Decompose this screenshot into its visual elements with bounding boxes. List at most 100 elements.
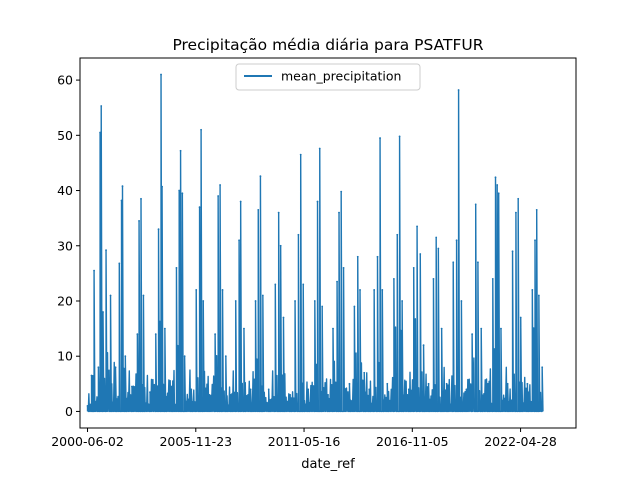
data-point xyxy=(307,388,310,391)
data-point xyxy=(131,385,133,388)
data-point xyxy=(422,344,425,347)
data-point xyxy=(183,355,186,358)
data-point xyxy=(279,244,282,247)
data-point xyxy=(289,393,292,396)
y-tick-label: 30 xyxy=(57,238,73,253)
data-point xyxy=(338,211,340,214)
data-point xyxy=(419,253,422,255)
data-point xyxy=(368,388,371,391)
data-point xyxy=(477,261,479,264)
data-point xyxy=(359,289,361,291)
data-point xyxy=(109,294,112,297)
plot-area xyxy=(86,73,544,413)
data-point xyxy=(179,149,182,152)
data-point xyxy=(154,333,157,336)
data-point xyxy=(118,262,121,265)
data-point xyxy=(342,266,345,269)
data-point xyxy=(160,73,162,76)
data-point xyxy=(175,266,178,269)
y-tick-label: 20 xyxy=(57,293,73,308)
data-point xyxy=(181,192,184,195)
data-point xyxy=(302,283,305,286)
data-point xyxy=(163,327,166,330)
data-point xyxy=(170,385,173,388)
data-point xyxy=(356,255,359,258)
data-point xyxy=(336,280,338,283)
data-point xyxy=(386,382,389,385)
data-point xyxy=(234,300,237,302)
data-point xyxy=(474,203,477,206)
data-point xyxy=(348,382,351,385)
data-point xyxy=(460,300,463,302)
data-point xyxy=(261,294,264,297)
data-point xyxy=(511,250,514,253)
y-tick-label: 60 xyxy=(57,73,73,88)
data-point xyxy=(142,294,145,297)
data-point xyxy=(86,405,89,407)
data-point xyxy=(93,269,95,272)
y-tick-label: 50 xyxy=(57,128,73,143)
data-point xyxy=(99,131,101,134)
plot-frame xyxy=(79,57,577,429)
x-tick-label: 2011-05-16 xyxy=(268,434,341,449)
data-point xyxy=(254,300,257,302)
data-point xyxy=(480,327,483,330)
data-point xyxy=(198,206,201,209)
data-point xyxy=(396,233,399,236)
data-point xyxy=(274,283,277,286)
data-point xyxy=(455,239,458,242)
data-point xyxy=(398,135,401,138)
data-point xyxy=(217,195,220,197)
data-point xyxy=(471,333,474,336)
data-point xyxy=(407,388,410,391)
data-point xyxy=(282,316,285,319)
data-point xyxy=(452,261,455,264)
data-point xyxy=(437,247,440,250)
data-point xyxy=(214,333,217,336)
data-point xyxy=(457,89,460,91)
x-tick-label: 2000-06-02 xyxy=(51,434,124,449)
data-point xyxy=(124,355,127,358)
data-point xyxy=(393,277,395,280)
data-point xyxy=(277,211,280,214)
data-point xyxy=(120,199,123,202)
data-point xyxy=(202,300,205,302)
data-point xyxy=(138,220,140,222)
data-point xyxy=(257,208,260,211)
data-point xyxy=(381,289,384,291)
data-point xyxy=(535,208,538,211)
data-point xyxy=(491,277,494,280)
data-point xyxy=(221,289,224,291)
data-point xyxy=(259,175,262,178)
data-point xyxy=(465,388,468,391)
y-tick-label: 10 xyxy=(57,349,73,364)
data-point xyxy=(243,327,245,330)
data-point xyxy=(224,355,227,358)
legend-box xyxy=(235,63,421,91)
y-tick-label: 40 xyxy=(57,183,73,198)
data-point xyxy=(440,327,443,330)
data-point xyxy=(157,228,160,231)
y-tick-label: 0 xyxy=(65,404,73,419)
data-point xyxy=(427,382,430,385)
x-axis: 2000-06-02 2005-11-23 2011-05-16 2016-11-05… xyxy=(51,428,557,449)
data-point xyxy=(506,382,509,385)
data-point xyxy=(105,249,107,252)
data-point xyxy=(531,289,534,291)
data-point xyxy=(161,185,163,188)
data-point xyxy=(526,382,529,385)
data-point xyxy=(239,200,242,203)
x-tick-label: 2022-04-28 xyxy=(484,434,557,449)
data-point xyxy=(121,185,124,188)
data-point xyxy=(332,327,334,330)
data-point xyxy=(353,305,356,308)
data-point xyxy=(313,300,316,302)
data-point xyxy=(140,197,142,200)
chart-title: Precipitação média diária para PSATFUR xyxy=(172,36,483,54)
data-point xyxy=(100,105,103,107)
data-point xyxy=(316,200,319,203)
data-point xyxy=(200,128,202,131)
y-axis: 0 10 20 30 40 50 60 xyxy=(57,73,80,419)
data-point xyxy=(249,388,252,391)
